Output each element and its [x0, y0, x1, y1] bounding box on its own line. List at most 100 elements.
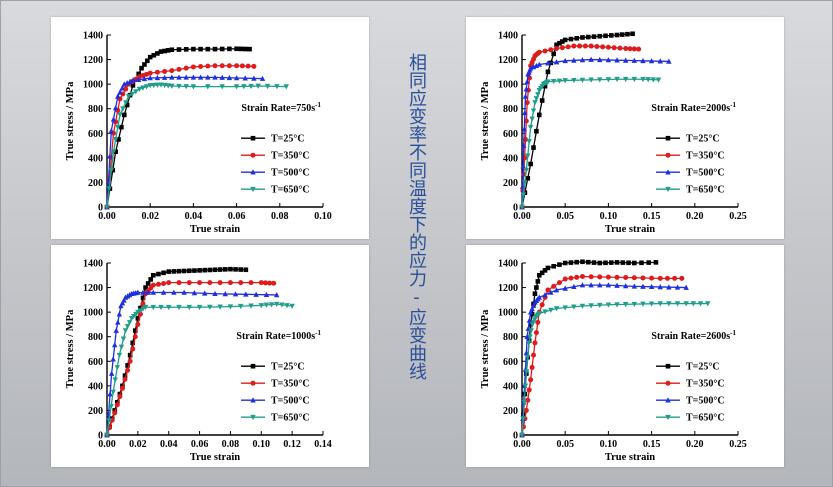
- legend-item-T500: T=500°C: [241, 396, 310, 407]
- y-tick-label: 200: [88, 178, 103, 189]
- legend-item-T650: T=650°C: [241, 413, 310, 424]
- data-point: [674, 284, 681, 290]
- data-point: [531, 145, 536, 150]
- x-tick-label: 0.00: [513, 439, 531, 450]
- data-point: [166, 269, 172, 274]
- data-point: [190, 84, 197, 90]
- x-axis-title: True strain: [605, 452, 655, 463]
- data-point: [525, 397, 531, 403]
- data-point: [234, 63, 240, 69]
- data-point: [268, 302, 275, 308]
- data-point: [110, 116, 117, 122]
- data-point: [554, 42, 559, 48]
- y-tick-label: 200: [503, 406, 518, 417]
- data-point: [113, 327, 119, 333]
- data-point: [169, 74, 175, 80]
- y-tick-label: 600: [88, 357, 103, 368]
- data-point: [533, 96, 540, 102]
- data-point: [219, 63, 225, 69]
- chart-panel-2000: 0 200 400 600 800 1000 1200 1400 0.00 0.05 0.10 0.1…: [466, 17, 784, 239]
- data-point: [150, 272, 156, 278]
- data-point: [655, 77, 662, 83]
- data-point: [139, 65, 144, 71]
- data-point: [106, 418, 112, 424]
- data-point: [158, 304, 164, 311]
- data-point: [542, 292, 548, 298]
- data-point: [108, 127, 115, 134]
- data-point: [243, 291, 249, 297]
- data-point: [135, 315, 141, 321]
- data-point: [519, 432, 525, 438]
- legend-marker: [665, 169, 671, 175]
- data-point: [202, 267, 208, 273]
- data-point: [227, 304, 234, 310]
- y-tick-label: 1200: [83, 283, 103, 294]
- data-point: [574, 274, 580, 280]
- series-line-T25: [106, 48, 250, 208]
- data-point: [535, 92, 541, 98]
- y-tick-label: 200: [88, 406, 103, 417]
- legend-item-T25: T=25°C: [241, 134, 305, 145]
- x-tick-label: 0.15: [643, 439, 661, 450]
- legend-marker: [665, 397, 671, 403]
- legend-marker: [250, 380, 256, 386]
- data-point: [122, 376, 128, 382]
- data-point: [130, 83, 136, 88]
- data-point: [528, 322, 533, 327]
- legend-label: T=25°C: [686, 362, 720, 373]
- y-axis-title: True stress / MPa: [65, 81, 76, 160]
- data-point: [562, 260, 568, 266]
- data-point: [124, 324, 131, 330]
- data-point: [140, 85, 146, 91]
- chart-panel-750: 0 200 400 600 800 1000 1200 1400 0.00 0.02 0.04 0.0…: [51, 17, 369, 239]
- data-point: [551, 51, 556, 57]
- data-point: [526, 139, 532, 145]
- data-point: [571, 77, 577, 84]
- legend-item-T500: T=500°C: [656, 168, 725, 179]
- data-point: [531, 352, 537, 358]
- data-point: [605, 274, 611, 280]
- data-point: [142, 62, 147, 67]
- y-tick-label: 0: [98, 203, 103, 214]
- data-point: [657, 58, 663, 64]
- data-point: [238, 267, 244, 272]
- data-point: [545, 79, 551, 85]
- data-point: [154, 82, 161, 88]
- data-point: [160, 289, 167, 295]
- x-axis-title: True strain: [190, 452, 240, 463]
- data-point: [150, 282, 156, 288]
- data-point: [562, 276, 568, 282]
- data-point: [263, 302, 270, 308]
- data-point: [122, 373, 128, 378]
- y-tick-label: 1000: [498, 308, 518, 319]
- data-point: [262, 280, 268, 286]
- data-point: [622, 76, 629, 83]
- data-point: [107, 391, 113, 397]
- data-point: [226, 63, 232, 69]
- data-point: [233, 84, 240, 90]
- legend-item-T350: T=350°C: [656, 379, 725, 390]
- data-point: [125, 94, 132, 100]
- data-point: [521, 126, 528, 132]
- data-point: [145, 289, 151, 295]
- data-point: [640, 76, 646, 83]
- series-line-T650: [106, 303, 293, 436]
- data-point: [119, 85, 125, 91]
- data-point: [527, 124, 534, 131]
- data-point: [197, 280, 203, 286]
- y-tick-label: 800: [88, 332, 103, 343]
- data-point: [171, 269, 177, 274]
- data-point: [143, 84, 150, 90]
- data-point: [127, 352, 133, 358]
- data-point: [115, 319, 121, 325]
- data-point: [521, 399, 528, 406]
- data-point: [520, 416, 526, 422]
- x-tick-label: 0.04: [185, 211, 203, 222]
- data-point: [597, 56, 603, 63]
- legend-marker: [250, 152, 256, 158]
- data-point: [585, 259, 591, 265]
- data-point: [120, 336, 127, 342]
- data-point: [104, 204, 110, 210]
- x-tick-label: 0.02: [129, 439, 147, 450]
- data-point: [205, 46, 211, 52]
